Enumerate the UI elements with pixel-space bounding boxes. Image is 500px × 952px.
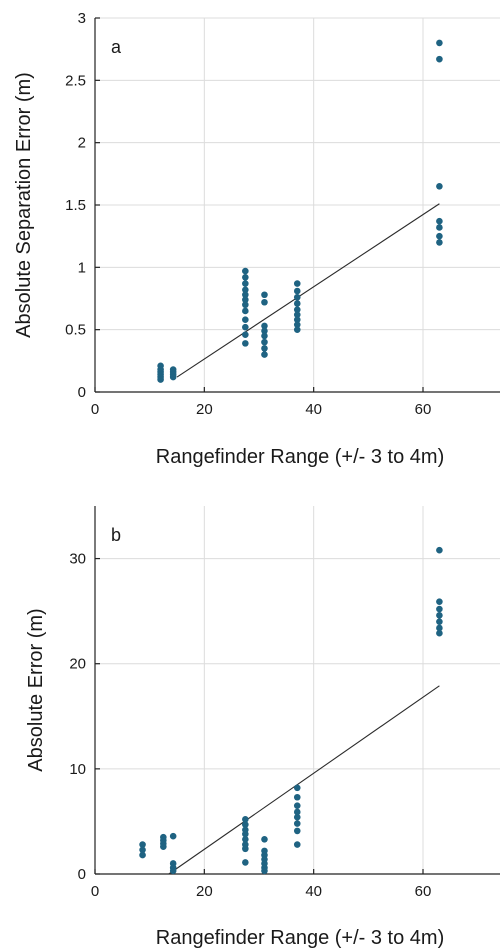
y-tick-label: 20	[69, 656, 86, 673]
x-tick-label: 60	[415, 401, 432, 418]
y-tick-label: 2	[78, 135, 86, 152]
panel-label: b	[111, 525, 121, 545]
x-tick-label: 40	[305, 401, 322, 418]
fit-line	[176, 203, 440, 378]
x-tick-label: 20	[196, 883, 213, 900]
data-point	[261, 867, 268, 875]
x-axis-label: Rangefinder Range (+/- 3 to 4m)	[156, 446, 445, 468]
data-point	[139, 846, 146, 854]
data-point	[293, 293, 301, 301]
data-point	[436, 55, 443, 63]
data-point	[261, 322, 268, 330]
data-point	[293, 316, 301, 323]
fit-line	[168, 685, 440, 875]
data-point	[169, 832, 177, 840]
data-point	[242, 286, 249, 294]
data-point	[242, 830, 249, 838]
y-tick-label: 1.5	[65, 197, 86, 214]
data-point	[436, 605, 443, 613]
data-point	[169, 373, 177, 381]
x-tick-label: 0	[91, 883, 99, 900]
data-point	[242, 291, 249, 299]
data-point	[242, 859, 249, 866]
data-point	[261, 345, 268, 352]
chart-panel-b: 0 20 40 60 0 10 20 30 b Rangefinder Range (+/- 3 …	[25, 506, 500, 949]
data-point	[436, 217, 443, 225]
data-point	[261, 351, 268, 358]
data-point	[160, 843, 167, 850]
x-tick-label: 0	[91, 401, 99, 418]
data-point	[242, 316, 249, 323]
panel-label: a	[111, 37, 122, 57]
data-point	[261, 327, 268, 335]
data-point	[261, 332, 268, 340]
data-point	[293, 280, 301, 287]
data-point	[436, 612, 443, 619]
y-tick-label: 0	[78, 384, 86, 401]
data-point	[436, 183, 443, 190]
data-point	[157, 376, 164, 383]
data-point	[293, 841, 301, 848]
data-point	[293, 808, 301, 816]
y-tick-label: 3	[78, 10, 86, 27]
y-tick-label: 2.5	[65, 72, 86, 89]
x-tick-label: 60	[415, 883, 432, 900]
data-point	[139, 851, 146, 859]
data-point	[169, 867, 177, 875]
data-point	[436, 239, 443, 246]
data-point	[436, 624, 443, 632]
y-axis-label: Absolute Separation Error (m)	[13, 72, 35, 338]
data-point	[242, 836, 249, 843]
data-point	[293, 287, 301, 295]
data-point	[293, 784, 301, 792]
data-point	[436, 546, 443, 554]
data-point	[293, 300, 301, 307]
x-tick-label: 40	[305, 883, 322, 900]
y-tick-label: 0	[78, 866, 86, 883]
data-point	[436, 629, 443, 637]
data-point	[242, 301, 249, 309]
data-point	[242, 296, 249, 304]
x-tick-label: 20	[196, 401, 213, 418]
data-point	[293, 820, 301, 827]
data-point	[242, 816, 249, 823]
y-tick-label: 30	[69, 551, 86, 568]
data-point	[242, 307, 249, 315]
data-point	[293, 813, 301, 821]
data-point	[293, 311, 301, 319]
y-tick-label: 10	[69, 761, 86, 778]
data-point	[242, 845, 249, 853]
y-tick-label: 0.5	[65, 322, 86, 339]
data-point	[293, 306, 301, 314]
data-point	[293, 321, 301, 328]
data-point	[293, 827, 301, 835]
data-point	[242, 340, 249, 347]
data-point	[242, 821, 249, 828]
data-point	[242, 267, 249, 275]
chart-panel-a: 0 20 40 60 0 0.5 1 1.5 2 2.5 3 a Rangefinder Range (…	[13, 10, 500, 468]
data-point	[436, 618, 443, 625]
data-point	[242, 274, 249, 281]
data-point	[436, 39, 443, 47]
data-point	[436, 224, 443, 231]
data-point	[293, 793, 301, 801]
data-point	[139, 841, 146, 848]
data-point	[261, 836, 268, 843]
data-point	[261, 291, 268, 299]
data-point	[436, 232, 443, 240]
y-tick-label: 1	[78, 259, 86, 276]
x-axis-label: Rangefinder Range (+/- 3 to 4m)	[156, 927, 445, 949]
data-point	[293, 326, 301, 333]
data-point	[261, 298, 268, 306]
data-point	[293, 802, 301, 809]
y-axis-label: Absolute Error (m)	[25, 608, 47, 771]
data-point	[242, 323, 249, 331]
data-point	[436, 598, 443, 605]
data-point	[242, 280, 249, 287]
data-point	[242, 331, 249, 338]
data-point	[261, 338, 268, 346]
